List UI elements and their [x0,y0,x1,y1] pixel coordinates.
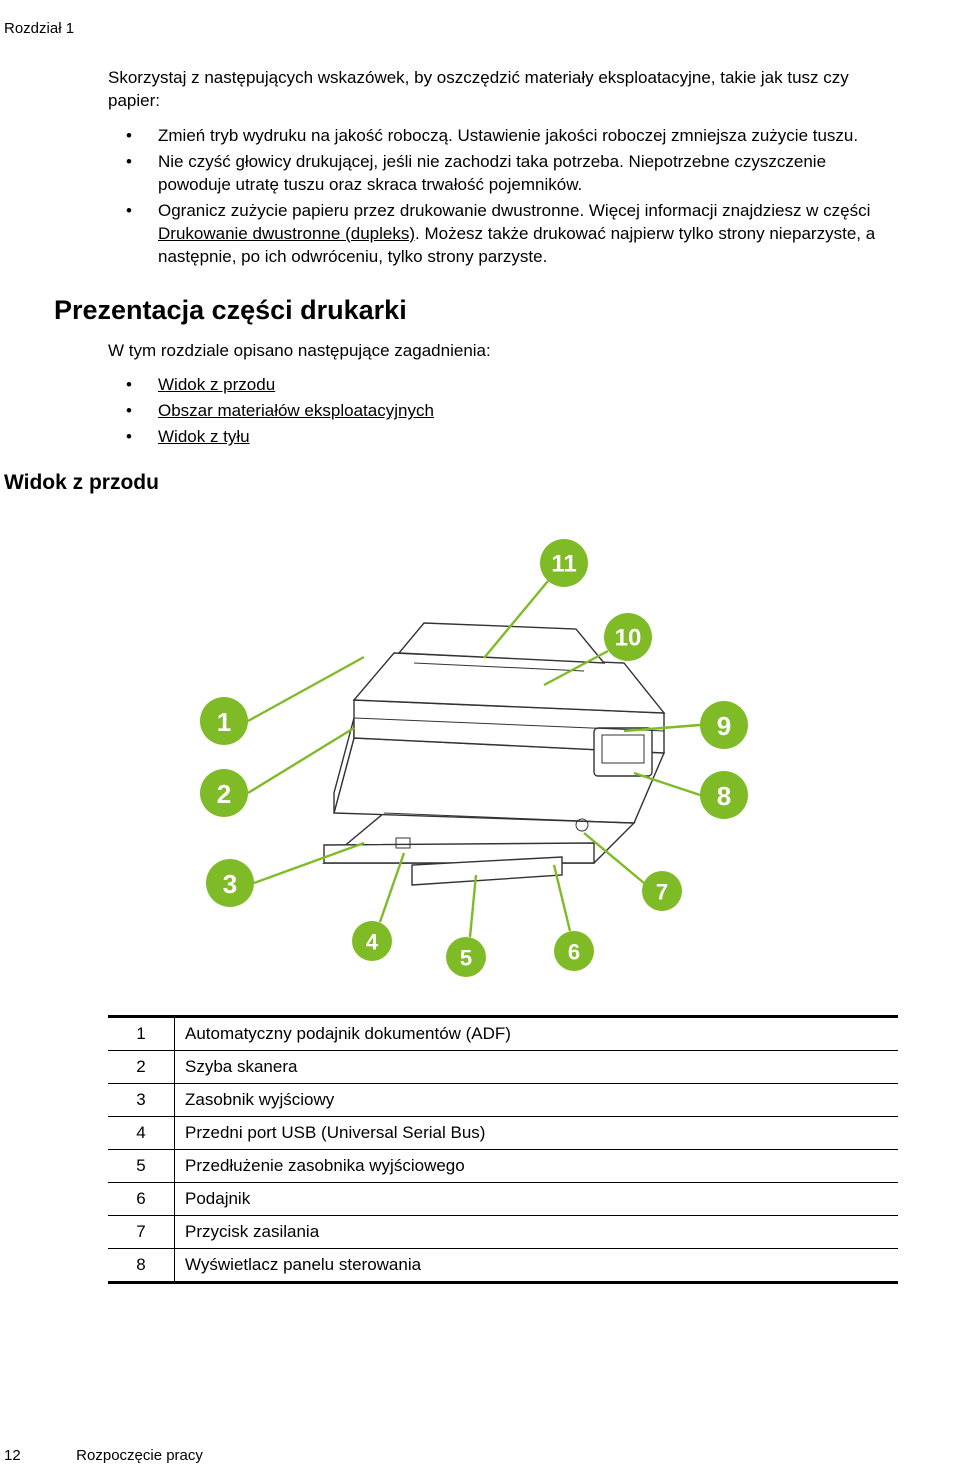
list-item: Nie czyść głowicy drukującej, jeśli nie … [158,151,888,197]
part-label: Przedni port USB (Universal Serial Bus) [175,1117,899,1150]
part-number: 5 [108,1150,175,1183]
tip-text: Ogranicz zużycie papieru przez drukowani… [158,201,870,220]
list-item: Zmień tryb wydruku na jakość roboczą. Us… [158,125,888,148]
printer-illustration [324,623,664,885]
callout-number: 8 [717,781,731,811]
parts-table: 1Automatyczny podajnik dokumentów (ADF)2… [108,1015,898,1284]
part-label: Przycisk zasilania [175,1216,899,1249]
part-number: 8 [108,1249,175,1283]
part-number: 3 [108,1084,175,1117]
part-number: 1 [108,1017,175,1051]
list-item: Ogranicz zużycie papieru przez drukowani… [158,200,888,269]
part-label: Podajnik [175,1183,899,1216]
footer-title: Rozpoczęcie pracy [76,1447,203,1464]
table-row: 4Przedni port USB (Universal Serial Bus) [108,1117,898,1150]
printer-diagram: 1 2 3 4 5 6 7 8 9 10 11 [164,513,888,983]
tips-list: Zmień tryb wydruku na jakość roboczą. Us… [108,125,888,269]
table-row: 8Wyświetlacz panelu sterowania [108,1249,898,1283]
callout-number: 9 [717,711,731,741]
table-row: 3Zasobnik wyjściowy [108,1084,898,1117]
callout-number: 10 [615,625,642,652]
callout-number: 6 [568,940,580,965]
part-label: Automatyczny podajnik dokumentów (ADF) [175,1017,899,1051]
callout-number: 3 [223,869,237,899]
callout-number: 4 [366,930,379,955]
table-row: 1Automatyczny podajnik dokumentów (ADF) [108,1017,898,1051]
table-row: 2Szyba skanera [108,1051,898,1084]
tip-text: Nie czyść głowicy drukującej, jeśli nie … [158,152,826,194]
table-row: 6Podajnik [108,1183,898,1216]
section-heading: Prezentacja części drukarki [54,295,888,326]
part-number: 4 [108,1117,175,1150]
part-number: 6 [108,1183,175,1216]
toc-link[interactable]: Widok z tyłu [158,427,250,446]
chapter-label: Rozdział 1 [0,20,888,37]
section-toc: Widok z przodu Obszar materiałów eksploa… [108,374,888,449]
callout-number: 11 [551,551,576,578]
list-item: Obszar materiałów eksploatacyjnych [158,400,888,423]
part-number: 2 [108,1051,175,1084]
callout-number: 7 [656,880,668,905]
section-intro: W tym rozdziale opisano następujące zaga… [108,340,888,363]
table-row: 7Przycisk zasilania [108,1216,898,1249]
callout-number: 2 [217,779,231,809]
subheading-front-view: Widok z przodu [0,471,888,495]
part-label: Zasobnik wyjściowy [175,1084,899,1117]
callout-number: 1 [217,707,231,737]
table-row: 5Przedłużenie zasobnika wyjściowego [108,1150,898,1183]
page-number: 12 [4,1447,72,1464]
intro-text: Skorzystaj z następujących wskazówek, by… [108,67,888,113]
toc-link[interactable]: Widok z przodu [158,375,275,394]
list-item: Widok z przodu [158,374,888,397]
inline-link[interactable]: Drukowanie dwustronne (dupleks) [158,224,415,243]
part-number: 7 [108,1216,175,1249]
tip-text: Zmień tryb wydruku na jakość roboczą. Us… [158,126,858,145]
list-item: Widok z tyłu [158,426,888,449]
part-label: Wyświetlacz panelu sterowania [175,1249,899,1283]
toc-link[interactable]: Obszar materiałów eksploatacyjnych [158,401,434,420]
callout-number: 5 [460,946,472,971]
part-label: Szyba skanera [175,1051,899,1084]
part-label: Przedłużenie zasobnika wyjściowego [175,1150,899,1183]
page-footer: 12 Rozpoczęcie pracy [4,1447,203,1464]
